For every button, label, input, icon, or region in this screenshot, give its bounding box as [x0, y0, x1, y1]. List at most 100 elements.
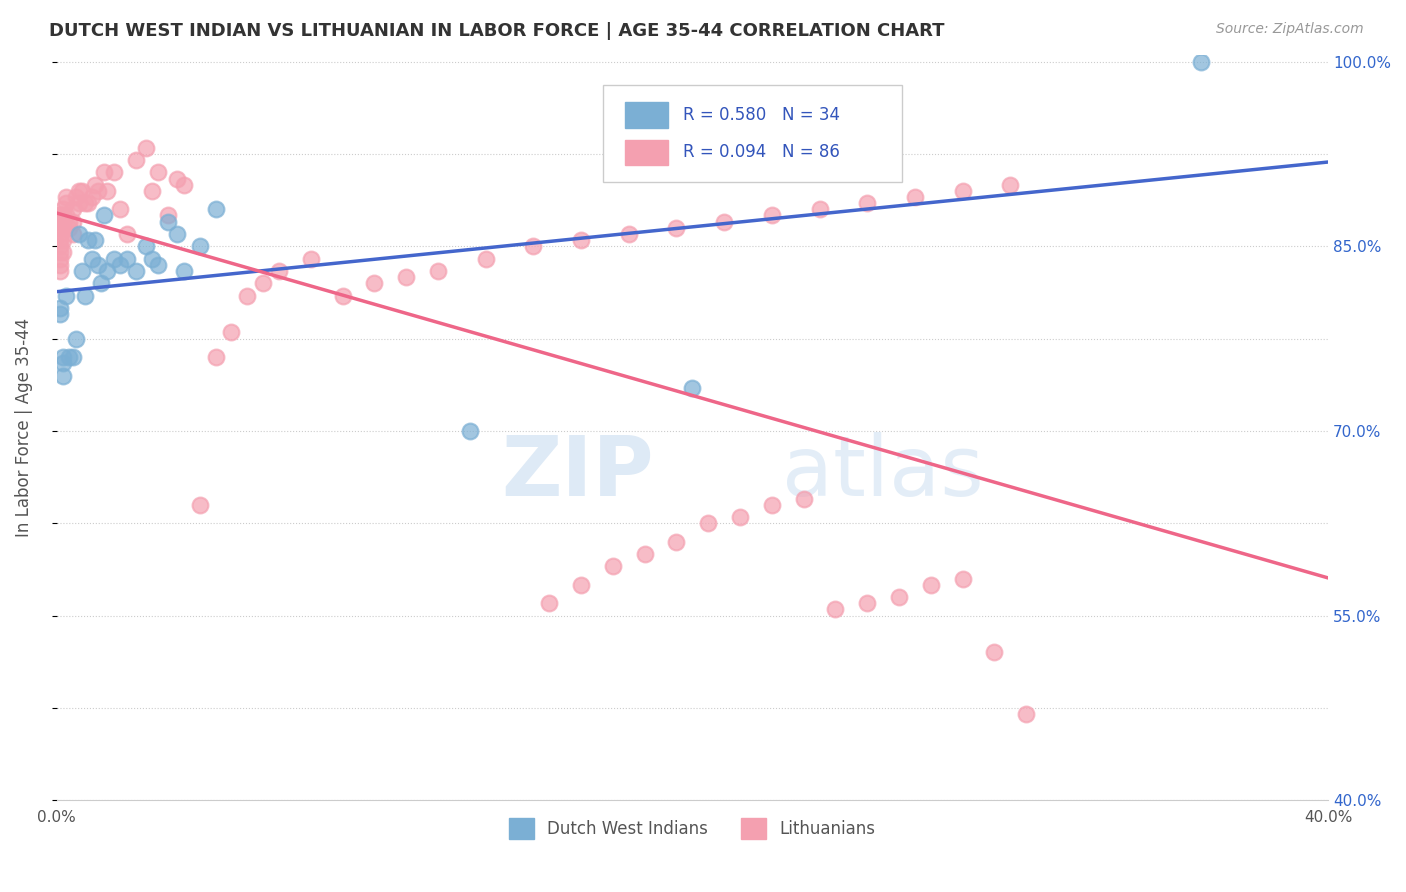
- Point: [52, 202, 75, 217]
- Point: [49, 258, 72, 272]
- Point: [55, 190, 77, 204]
- Point: [49, 233, 72, 247]
- Point: [58, 350, 80, 364]
- Legend: Dutch West Indians, Lithuanians: Dutch West Indians, Lithuanians: [502, 812, 883, 846]
- Point: [93, 209, 115, 223]
- Point: [299, 252, 322, 266]
- Text: DUTCH WEST INDIAN VS LITHUANIAN IN LABOR FORCE | AGE 35-44 CORRELATION CHART: DUTCH WEST INDIAN VS LITHUANIAN IN LABOR…: [49, 22, 945, 40]
- Point: [49, 252, 72, 266]
- Point: [67, 184, 90, 198]
- Point: [77, 196, 100, 211]
- Point: [103, 252, 125, 266]
- Point: [824, 602, 846, 616]
- Point: [87, 184, 110, 198]
- Point: [458, 424, 481, 438]
- Point: [522, 239, 544, 253]
- Point: [62, 350, 84, 364]
- Point: [55, 288, 77, 302]
- FancyBboxPatch shape: [603, 86, 903, 182]
- Point: [83, 178, 105, 192]
- Point: [52, 245, 75, 260]
- Point: [1189, 54, 1212, 69]
- Point: [49, 214, 72, 228]
- Point: [52, 356, 75, 370]
- Point: [141, 184, 163, 198]
- Point: [148, 258, 170, 272]
- Point: [49, 209, 72, 223]
- Point: [96, 184, 118, 198]
- Point: [135, 141, 157, 155]
- Point: [602, 559, 624, 574]
- Point: [62, 227, 84, 241]
- Point: [49, 307, 72, 321]
- Point: [395, 270, 418, 285]
- Point: [67, 196, 90, 211]
- Point: [166, 171, 188, 186]
- Point: [204, 350, 226, 364]
- Point: [52, 350, 75, 364]
- Point: [87, 258, 110, 272]
- Point: [52, 209, 75, 223]
- Point: [156, 214, 179, 228]
- Point: [166, 227, 188, 241]
- Text: R = 0.580   N = 34: R = 0.580 N = 34: [683, 106, 841, 124]
- Point: [221, 326, 243, 340]
- Point: [920, 578, 942, 592]
- Point: [55, 209, 77, 223]
- Point: [952, 184, 974, 198]
- Point: [188, 239, 211, 253]
- Point: [67, 227, 90, 241]
- Point: [77, 233, 100, 247]
- Point: [236, 288, 259, 302]
- Point: [49, 220, 72, 235]
- Point: [204, 202, 226, 217]
- Point: [808, 202, 831, 217]
- Point: [62, 214, 84, 228]
- Point: [569, 578, 592, 592]
- Point: [761, 209, 783, 223]
- Bar: [626, 140, 668, 165]
- Point: [103, 165, 125, 179]
- Point: [49, 245, 72, 260]
- Point: [80, 252, 103, 266]
- Point: [793, 491, 815, 506]
- Text: Source: ZipAtlas.com: Source: ZipAtlas.com: [1216, 22, 1364, 37]
- Point: [887, 590, 910, 604]
- Point: [49, 227, 72, 241]
- Point: [904, 190, 927, 204]
- Point: [75, 288, 97, 302]
- Point: [269, 264, 291, 278]
- Point: [49, 214, 72, 228]
- Point: [681, 381, 703, 395]
- Text: atlas: atlas: [782, 432, 984, 513]
- Point: [58, 220, 80, 235]
- Text: ZIP: ZIP: [502, 432, 654, 513]
- Point: [665, 534, 688, 549]
- Point: [52, 233, 75, 247]
- Point: [363, 276, 385, 290]
- Point: [125, 153, 148, 167]
- Point: [65, 332, 87, 346]
- Point: [332, 288, 354, 302]
- Point: [52, 368, 75, 383]
- Point: [49, 264, 72, 278]
- Point: [952, 572, 974, 586]
- Point: [728, 510, 751, 524]
- Point: [49, 301, 72, 315]
- Point: [634, 547, 657, 561]
- Point: [141, 252, 163, 266]
- Point: [173, 264, 195, 278]
- Point: [156, 209, 179, 223]
- Point: [188, 498, 211, 512]
- Point: [108, 202, 131, 217]
- Point: [252, 276, 274, 290]
- Point: [983, 645, 1005, 659]
- Point: [93, 165, 115, 179]
- Point: [115, 227, 138, 241]
- Y-axis label: In Labor Force | Age 35-44: In Labor Force | Age 35-44: [15, 318, 32, 537]
- Point: [569, 233, 592, 247]
- Point: [70, 184, 93, 198]
- Point: [49, 239, 72, 253]
- Point: [148, 165, 170, 179]
- Point: [52, 214, 75, 228]
